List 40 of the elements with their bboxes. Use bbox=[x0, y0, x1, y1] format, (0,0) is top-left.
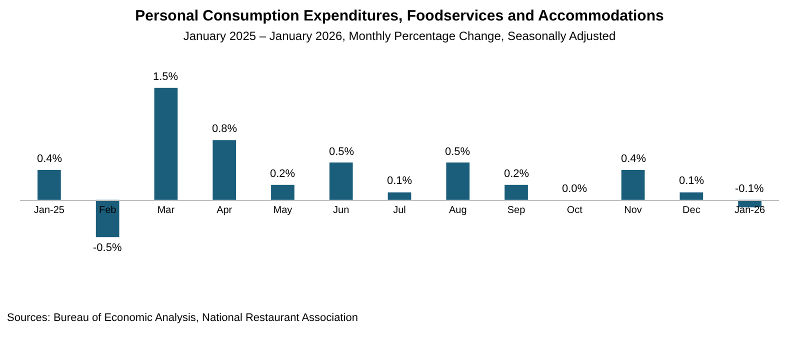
data-label: 0.1% bbox=[679, 175, 704, 187]
data-label: 0.2% bbox=[270, 168, 296, 180]
data-label: -0.1% bbox=[735, 183, 764, 195]
bar bbox=[621, 170, 645, 200]
data-label: 0.8% bbox=[212, 123, 238, 135]
data-label: 0.1% bbox=[387, 175, 412, 187]
bar bbox=[154, 88, 178, 200]
data-label: 0.4% bbox=[37, 153, 62, 165]
bar bbox=[271, 184, 294, 200]
x-tick-label: May bbox=[273, 204, 292, 216]
bar bbox=[680, 192, 704, 200]
data-label: -0.5% bbox=[93, 242, 122, 254]
x-tick-label: Feb bbox=[98, 204, 117, 216]
bar bbox=[212, 140, 236, 200]
x-tick-label: Jan-26 bbox=[734, 204, 766, 216]
data-label: 0.2% bbox=[504, 168, 530, 180]
x-tick-label: Jun bbox=[333, 204, 350, 216]
x-tick-label: Oct bbox=[566, 204, 583, 216]
bar bbox=[329, 162, 353, 200]
data-label: 0.5% bbox=[445, 146, 470, 158]
data-label: 0.4% bbox=[621, 153, 646, 165]
source-note: Sources: Bureau of Economic Analysis, National Restaurant Association bbox=[7, 312, 358, 324]
chart-title: Personal Consumption Expenditures, Foodservices and Accommodations bbox=[135, 8, 664, 25]
bar bbox=[38, 170, 61, 200]
data-label: 0.5% bbox=[329, 146, 354, 158]
x-tick-label: Mar bbox=[157, 204, 176, 216]
x-tick-label: Apr bbox=[216, 204, 233, 216]
x-tick-label: Nov bbox=[624, 204, 642, 216]
bar bbox=[446, 162, 470, 200]
data-label: 1.5% bbox=[153, 71, 178, 83]
x-tick-label: Jul bbox=[393, 204, 406, 216]
bar bbox=[388, 192, 412, 200]
x-tick-label: Aug bbox=[448, 204, 467, 216]
x-tick-label: Dec bbox=[682, 204, 700, 216]
x-tick-label: Jan-25 bbox=[34, 204, 65, 216]
x-tick-label: Sep bbox=[507, 204, 526, 216]
chart-subtitle: January 2025 – January 2026, Monthly Percentage Change, Seasonally Adjusted bbox=[183, 29, 616, 44]
data-label: 0.0% bbox=[562, 183, 588, 195]
bar bbox=[504, 184, 528, 200]
bar bbox=[96, 200, 120, 238]
